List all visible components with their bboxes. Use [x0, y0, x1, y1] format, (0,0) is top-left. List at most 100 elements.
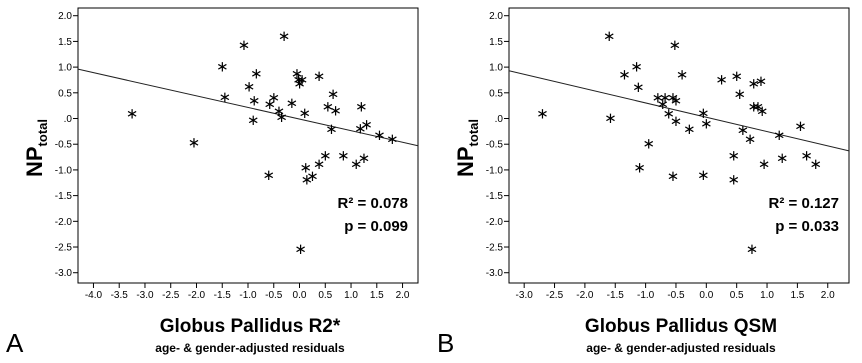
data-point: ∗: [668, 36, 681, 54]
data-point: ∗: [752, 98, 765, 116]
y-tick-label: -2.0: [55, 217, 73, 228]
x-tick-label: 1.0: [344, 290, 358, 301]
x-axis-sublabel: age- & gender-adjusted residuals: [155, 341, 345, 355]
y-tick-label: 1.5: [489, 37, 503, 48]
data-point: ∗: [727, 171, 740, 189]
p-value-label: p = 0.033: [775, 218, 839, 235]
data-point: ∗: [756, 102, 769, 120]
y-axis-label: NPtotal: [453, 119, 481, 177]
data-point: ∗: [243, 78, 256, 96]
data-point: ∗: [278, 27, 291, 45]
scatter-chart-b: 2.0 1.5 1.0 0.5 .0 -0.5 -1.0 -1.5 -2.0 -2.5 -3.0 -3…: [437, 7, 850, 358]
data-point: ∗: [126, 104, 139, 122]
plot-frame: [508, 7, 850, 284]
x-tick-label: -1.0: [239, 290, 257, 301]
data-point: ∗: [355, 98, 368, 116]
y-tick-label: -2.5: [486, 243, 504, 254]
y-tick-label: -0.5: [55, 140, 73, 151]
data-point: ∗: [299, 158, 312, 176]
x-tick-label: -4.0: [85, 290, 103, 301]
data-point: ∗: [313, 155, 326, 173]
x-tick-label: 2.0: [396, 290, 410, 301]
regression-line: [508, 70, 850, 152]
y-tick-label: -3.0: [486, 268, 504, 279]
data-point: ∗: [773, 126, 786, 144]
panel-b: 2.0 1.5 1.0 0.5 .0 -0.5 -1.0 -1.5 -2.0 -2.5 -3.0 -3…: [431, 0, 862, 363]
data-point: ∗: [337, 146, 350, 164]
data-point: ∗: [250, 64, 263, 82]
data-point: ∗: [727, 146, 740, 164]
data-point: ∗: [386, 130, 399, 148]
x-axis-label: Globus Pallidus R2*: [160, 316, 341, 337]
y-tick-label: 0.5: [58, 88, 72, 99]
data-point: ∗: [306, 167, 319, 185]
data-point: ∗: [247, 111, 260, 129]
data-point: ∗: [683, 120, 696, 138]
data-point: ∗: [744, 130, 757, 148]
data-point: ∗: [319, 146, 332, 164]
y-tick-label: -2.0: [486, 217, 504, 228]
data-point: ∗: [248, 91, 261, 109]
data-point: ∗: [188, 134, 201, 152]
data-point: ∗: [651, 88, 664, 106]
x-tick-label: -2.0: [576, 290, 594, 301]
data-point: ∗: [700, 115, 713, 133]
y-axis-label: NPtotal: [22, 119, 50, 177]
data-point: ∗: [313, 67, 326, 85]
data-point: ∗: [632, 78, 645, 96]
data-point: ∗: [603, 27, 616, 45]
x-tick-label: 1.5: [370, 290, 384, 301]
data-point: ∗: [618, 65, 631, 83]
data-point: ∗: [275, 108, 288, 126]
y-tick-label: 2.0: [489, 11, 503, 22]
y-tick-label: -0.5: [486, 140, 504, 151]
data-point: ∗: [715, 70, 728, 88]
data-point: ∗: [536, 104, 549, 122]
regression-line: [77, 68, 419, 147]
data-point: ∗: [273, 102, 286, 120]
data-point: ∗: [667, 88, 680, 106]
data-point: ∗: [291, 64, 304, 82]
x-tick-label: -3.5: [111, 290, 129, 301]
data-point: ∗: [350, 155, 363, 173]
data-point: ∗: [298, 104, 311, 122]
r-squared-label: R² = 0.078: [338, 195, 408, 212]
data-point: ∗: [219, 88, 232, 106]
x-tick-label: -0.5: [265, 290, 283, 301]
x-tick-label: 0.5: [730, 290, 744, 301]
data-point: ∗: [263, 95, 276, 113]
y-tick-label: .0: [495, 114, 504, 125]
y-tick-label: 1.5: [58, 37, 72, 48]
data-point: ∗: [216, 58, 229, 76]
data-point: ∗: [285, 94, 298, 112]
data-point: ∗: [747, 98, 760, 116]
x-tick-label: -0.5: [667, 290, 685, 301]
data-point: ∗: [736, 121, 749, 139]
data-point: ∗: [794, 117, 807, 135]
x-tick-label: 1.5: [790, 290, 804, 301]
y-tick-label: -2.5: [55, 243, 73, 254]
data-point: ∗: [300, 171, 313, 189]
data-point: ∗: [733, 85, 746, 103]
y-axis-label-subscript: total: [35, 119, 50, 146]
x-axis-label: Globus Pallidus QSM: [585, 316, 777, 337]
data-point: ∗: [296, 70, 309, 88]
panel-letter: B: [437, 328, 454, 358]
data-point: ∗: [604, 109, 617, 127]
x-tick-label: 1.0: [760, 290, 774, 301]
data-point: ∗: [670, 112, 683, 130]
x-tick-label: -1.5: [214, 290, 232, 301]
data-point: ∗: [238, 36, 251, 54]
panel-a: 2.0 1.5 1.0 0.5 .0 -0.5 -1.0 -1.5 -2.0 -2.5 -3.0 -4…: [6, 7, 419, 358]
data-point: ∗: [354, 119, 367, 137]
data-point: ∗: [267, 88, 280, 106]
data-point: ∗: [662, 104, 675, 122]
y-tick-label: -1.5: [55, 191, 73, 202]
y-tick-label: .0: [64, 114, 73, 125]
data-point: ∗: [293, 75, 306, 93]
data-point: ∗: [633, 158, 646, 176]
data-point: ∗: [325, 120, 338, 138]
x-tick-label: 2.0: [821, 290, 835, 301]
data-point: ∗: [373, 126, 386, 144]
data-point: ∗: [262, 166, 275, 184]
